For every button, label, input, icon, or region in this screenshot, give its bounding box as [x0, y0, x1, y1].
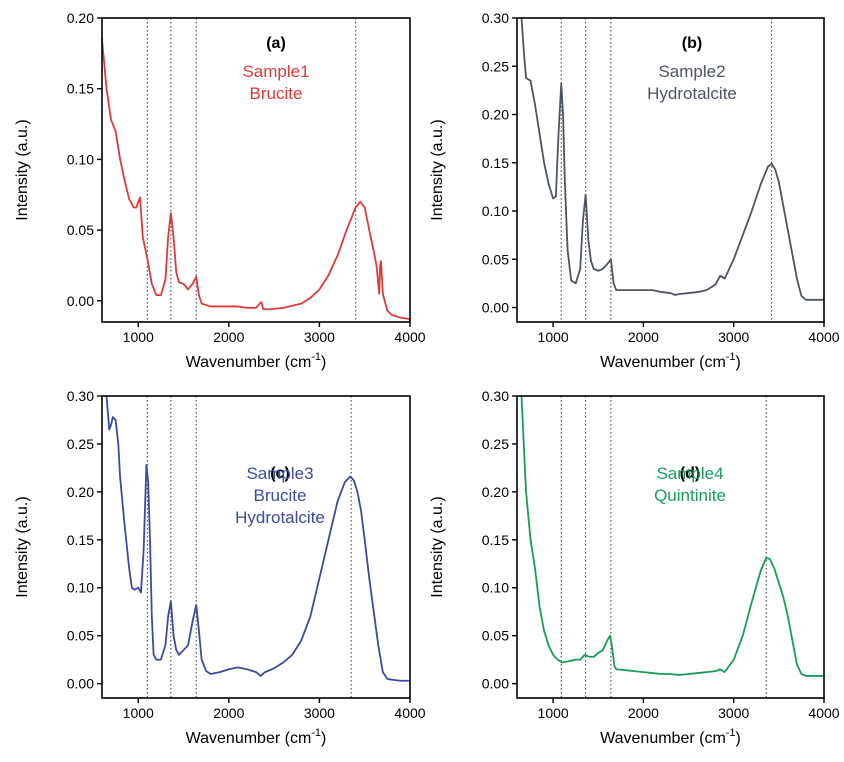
plot-frame — [516, 395, 825, 699]
x-tick-label: 2000 — [213, 329, 244, 345]
x-tick-label: 4000 — [394, 705, 425, 721]
x-tick-label: 1000 — [123, 329, 154, 345]
sample-annotation: Hydrotalcite — [235, 508, 325, 527]
sample-annotation: Sample2 — [658, 62, 725, 81]
y-tick-label: 0.05 — [482, 251, 509, 267]
panel-label: (d) — [680, 465, 700, 482]
panel-label: (b) — [682, 35, 702, 52]
y-tick-label: 0.05 — [482, 628, 509, 644]
x-tick-label: 2000 — [628, 705, 659, 721]
plot-frame — [101, 17, 411, 323]
x-tick-label: 3000 — [718, 329, 749, 345]
series-line — [105, 395, 411, 682]
y-tick-label: 0.00 — [482, 300, 509, 316]
x-tick-label: 3000 — [304, 329, 335, 345]
x-axis-title: Wavenumber (cm-1) — [186, 351, 327, 371]
x-tick-label: 2000 — [628, 329, 659, 345]
y-tick-label: 0.25 — [482, 58, 509, 74]
sample-annotation: Sample1 — [242, 62, 309, 81]
x-tick-label: 4000 — [808, 705, 839, 721]
series-line — [101, 38, 411, 321]
sample-annotation: Quintinite — [654, 486, 726, 505]
y-tick-label: 0.15 — [67, 532, 94, 548]
y-tick-label: 0.20 — [67, 10, 94, 26]
series-line — [520, 17, 825, 301]
y-tick-label: 0.00 — [482, 676, 509, 692]
x-tick-label: 1000 — [538, 705, 569, 721]
y-axis-title: Intensity (a.u.) — [429, 496, 446, 597]
y-tick-label: 0.30 — [482, 388, 509, 404]
y-tick-label: 0.30 — [67, 388, 94, 404]
panel-3: 1000 2000 3000 4000 0.00 0.05 0.10 0.15 0.20 0.25… — [14, 388, 426, 747]
y-tick-label: 0.30 — [482, 10, 509, 26]
sample-annotation: Brucite — [250, 84, 303, 103]
x-tick-label: 1000 — [538, 329, 569, 345]
y-tick-label: 0.20 — [482, 484, 509, 500]
x-tick-label: 4000 — [394, 329, 425, 345]
sample-annotation: Brucite — [254, 486, 307, 505]
y-tick-label: 0.25 — [482, 436, 509, 452]
y-tick-label: 0.00 — [67, 293, 94, 309]
x-axis-title: Wavenumber (cm-1) — [600, 727, 741, 747]
panel-2: 1000 2000 3000 4000 0.00 0.05 0.10 0.15 0.20 0.25… — [429, 10, 840, 371]
x-tick-label: 3000 — [304, 705, 335, 721]
y-axis-title: Intensity (a.u.) — [429, 119, 446, 220]
panel-4: 1000 2000 3000 4000 0.00 0.05 0.10 0.15 0.20 0.25… — [429, 388, 840, 747]
y-tick-label: 0.10 — [67, 151, 94, 167]
plot-frame — [101, 395, 411, 699]
panel-label: (c) — [270, 465, 290, 482]
x-tick-label: 3000 — [718, 705, 749, 721]
y-tick-label: 0.15 — [67, 81, 94, 97]
y-tick-label: 0.25 — [67, 436, 94, 452]
y-tick-label: 0.15 — [482, 155, 509, 171]
x-axis-title: Wavenumber (cm-1) — [186, 727, 327, 747]
y-tick-label: 0.10 — [482, 203, 509, 219]
x-tick-label: 2000 — [213, 705, 244, 721]
y-tick-label: 0.05 — [67, 628, 94, 644]
sample-annotation: Sample4 — [656, 464, 723, 483]
panel-label: (a) — [266, 35, 286, 52]
y-tick-label: 0.15 — [482, 532, 509, 548]
sample-annotation: Sample3 — [246, 464, 313, 483]
plot-frame — [516, 17, 825, 323]
y-tick-label: 0.10 — [482, 580, 509, 596]
series-line — [520, 395, 825, 677]
y-tick-label: 0.10 — [67, 580, 94, 596]
y-tick-label: 0.00 — [67, 676, 94, 692]
x-tick-label: 1000 — [123, 705, 154, 721]
panel-1: 1000 2000 3000 4000 0.00 0.05 0.10 0.15 0.20 Wave… — [14, 10, 426, 371]
y-tick-label: 0.20 — [482, 107, 509, 123]
y-tick-label: 0.20 — [67, 484, 94, 500]
y-axis-title: Intensity (a.u.) — [14, 119, 31, 220]
x-tick-label: 4000 — [808, 329, 839, 345]
y-tick-label: 0.05 — [67, 222, 94, 238]
x-axis-title: Wavenumber (cm-1) — [600, 351, 741, 371]
y-axis-title: Intensity (a.u.) — [14, 496, 31, 597]
sample-annotation: Hydrotalcite — [647, 84, 737, 103]
